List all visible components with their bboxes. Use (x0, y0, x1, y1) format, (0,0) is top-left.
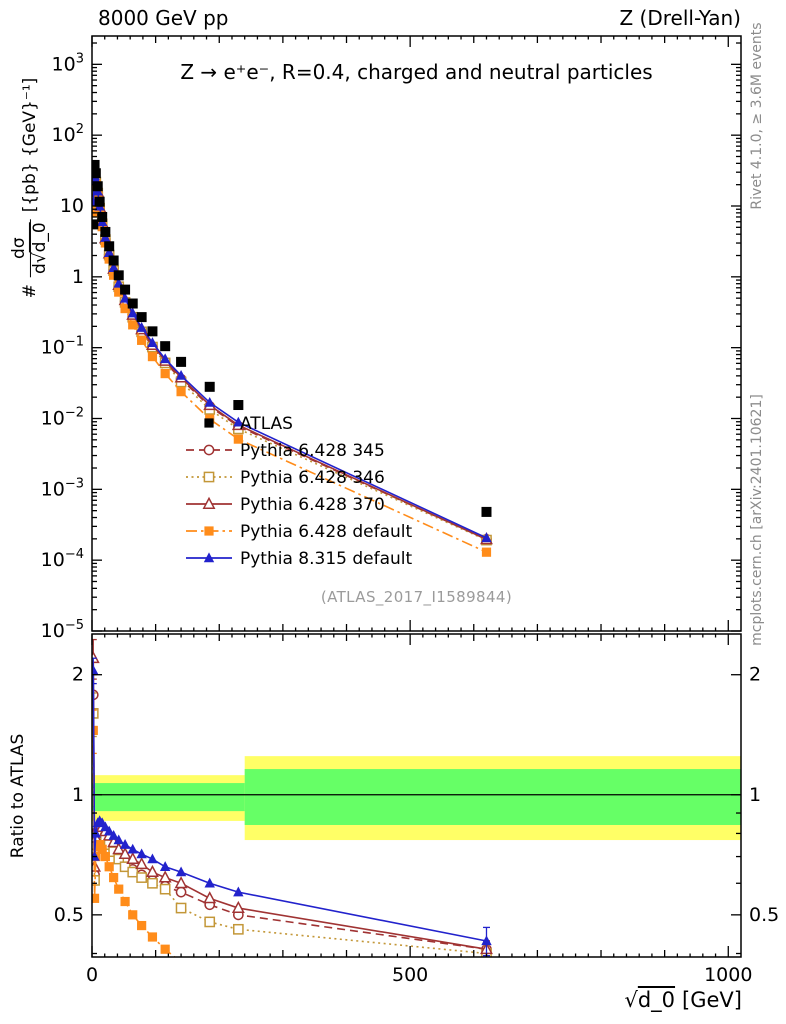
svg-text:1: 1 (72, 784, 84, 806)
svg-text:Pythia 6.428 345: Pythia 6.428 345 (240, 441, 385, 461)
mcplots-arxiv-note: mcplots.cern.ch [arXiv:2401.10621] (749, 394, 765, 646)
svg-text:500: 500 (392, 964, 428, 986)
svg-text:0.5: 0.5 (749, 904, 779, 926)
svg-text:Pythia 6.428 default: Pythia 6.428 default (240, 522, 413, 542)
legend-item-atlas: ATLAS (204, 414, 293, 434)
uncertainty-bands (92, 756, 742, 841)
legend-item-pythia-6-428-370: Pythia 6.428 370 (186, 495, 385, 515)
legend: ATLAS Pythia 6.428 345 Pythia 6.428 346 Pyt… (186, 414, 413, 569)
svg-text:103: 103 (52, 51, 84, 75)
series-ratio-pythia-6-428-default (92, 709, 176, 957)
svg-text:10−3: 10−3 (41, 476, 84, 500)
process-label: Z (Drell-Yan) (619, 6, 741, 30)
ylabel-prefix: # (20, 284, 40, 299)
ylabel-units: [{pb} {GeV}⁻¹] (20, 77, 40, 213)
svg-text:ATLAS: ATLAS (240, 414, 293, 434)
ylabel-fraction: dσ d√d_0 (8, 219, 51, 278)
legend-item-pythia-6-428-345: Pythia 6.428 345 (186, 441, 385, 461)
svg-text:1000: 1000 (704, 964, 752, 986)
xlabel-units: [GeV] (682, 988, 742, 1012)
svg-text:2: 2 (72, 664, 84, 686)
rivet-version-note: Rivet 4.1.0, ≥ 3.6M events (749, 22, 765, 210)
main-panel-frame (91, 35, 742, 632)
main-y-axis-label: # dσ d√d_0 [{pb} {GeV}⁻¹] (0, 78, 60, 298)
legend-item-pythia-6-428-default: Pythia 6.428 default (186, 522, 413, 542)
ylabel-denominator: d√d_0 (29, 219, 51, 278)
x-axis-label: √d_0 [GeV] (624, 988, 742, 1012)
main-series-layer (92, 159, 493, 557)
legend-item-pythia-6-428-346: Pythia 6.428 346 (186, 468, 385, 488)
ylabel-numerator: dσ (8, 237, 29, 259)
ratio-y-axis-label: Ratio to ATLAS (8, 733, 28, 859)
xlabel-sqrt: √ (624, 988, 638, 1012)
series-ratio-pythia-8-315-default (92, 657, 492, 957)
svg-text:Pythia 6.428 346: Pythia 6.428 346 (240, 468, 385, 488)
svg-text:10: 10 (60, 195, 84, 217)
svg-text:0: 0 (86, 964, 98, 986)
beam-energy-label: 8000 GeV pp (98, 6, 229, 30)
svg-text:1: 1 (749, 784, 761, 806)
svg-text:102: 102 (52, 122, 84, 146)
svg-text:0.5: 0.5 (54, 904, 84, 926)
svg-text:10−5: 10−5 (41, 618, 84, 642)
svg-text:10−4: 10−4 (41, 547, 84, 571)
svg-text:2: 2 (749, 664, 761, 686)
svg-text:Pythia 6.428 370: Pythia 6.428 370 (240, 495, 385, 515)
ratio-series-layer (92, 638, 493, 957)
xlabel-radicand: d_0 (637, 988, 676, 1012)
ratio-panel-frame (91, 633, 742, 958)
svg-text:10−1: 10−1 (41, 335, 84, 359)
series-main-atlas (92, 159, 492, 517)
svg-text:10−2: 10−2 (41, 406, 84, 430)
analysis-watermark: (ATLAS_2017_I1589844) (320, 588, 513, 606)
legend-item-pythia-8-315-default: Pythia 8.315 default (186, 549, 413, 569)
svg-text:Pythia 8.315 default: Pythia 8.315 default (240, 549, 413, 569)
svg-text:1: 1 (72, 266, 84, 288)
panel-title: Z → e⁺e⁻, R=0.4, charged and neutral par… (180, 60, 653, 84)
